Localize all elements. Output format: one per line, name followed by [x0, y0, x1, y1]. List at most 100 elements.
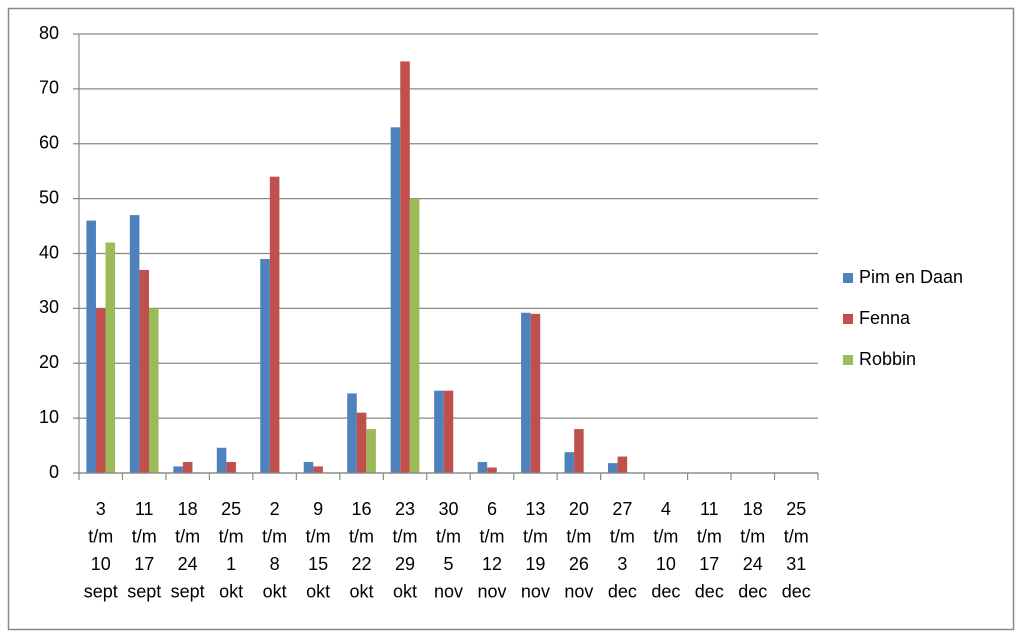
x-tick-label: dec — [608, 581, 637, 601]
x-tick-label: 18 — [743, 499, 763, 519]
bar — [608, 463, 618, 473]
y-tick-label: 40 — [39, 242, 59, 262]
x-tick-label: 3 — [96, 499, 106, 519]
bar — [574, 429, 584, 473]
x-tick-label: nov — [477, 581, 506, 601]
x-tick-label: dec — [738, 581, 767, 601]
x-tick-label: 4 — [661, 499, 671, 519]
x-tick-label: 10 — [656, 554, 676, 574]
x-tick-label: dec — [782, 581, 811, 601]
x-tick-label: okt — [306, 581, 330, 601]
x-tick-label: 3 — [617, 554, 627, 574]
x-tick-label: t/m — [653, 526, 678, 546]
x-tick-label: 19 — [525, 554, 545, 574]
x-tick-label: 8 — [270, 554, 280, 574]
x-tick-label: 13 — [525, 499, 545, 519]
x-tick-label: okt — [393, 581, 417, 601]
bar — [105, 242, 116, 473]
x-tick-label: 9 — [313, 499, 323, 519]
x-tick-label: 17 — [699, 554, 719, 574]
bar — [182, 462, 193, 473]
x-tick-label: dec — [695, 581, 724, 601]
y-tick-label: 50 — [39, 187, 59, 207]
bar — [303, 462, 314, 473]
bar — [148, 308, 159, 473]
x-tick-label: okt — [219, 581, 243, 601]
x-tick-label: 11 — [700, 499, 719, 519]
x-tick-label: 25 — [221, 499, 241, 519]
bar — [269, 176, 280, 474]
bar — [434, 390, 444, 473]
bar — [487, 467, 497, 473]
x-tick-label: 17 — [134, 554, 154, 574]
x-tick-label: 10 — [91, 554, 111, 574]
x-tick-label: t/m — [393, 526, 418, 546]
bar — [366, 429, 376, 473]
bar — [129, 215, 140, 473]
legend-swatch — [843, 355, 853, 365]
y-tick-label: 20 — [39, 352, 59, 372]
x-tick-label: sept — [127, 581, 161, 601]
bar — [347, 393, 357, 473]
bar — [260, 258, 270, 473]
x-tick-label: t/m — [740, 526, 765, 546]
x-tick-label: 25 — [786, 499, 806, 519]
bar — [521, 312, 531, 473]
bar — [564, 452, 575, 473]
x-tick-label: t/m — [610, 526, 635, 546]
legend-label: Pim en Daan — [859, 267, 963, 287]
bar — [139, 269, 149, 473]
x-tick-label: nov — [521, 581, 550, 601]
x-tick-label: 6 — [487, 499, 497, 519]
x-tick-label: 26 — [569, 554, 589, 574]
x-tick-label: 27 — [612, 499, 632, 519]
x-tick-label: sept — [84, 581, 118, 601]
x-tick-label: t/m — [349, 526, 374, 546]
x-tick-label: dec — [651, 581, 680, 601]
legend-swatch — [843, 314, 853, 324]
bar — [530, 313, 541, 473]
bar — [400, 61, 410, 473]
x-tick-label: t/m — [175, 526, 200, 546]
bar — [173, 466, 183, 473]
x-tick-label: sept — [171, 581, 205, 601]
x-tick-label: 23 — [395, 499, 415, 519]
bar — [617, 456, 628, 473]
x-tick-label: t/m — [306, 526, 331, 546]
y-tick-label: 70 — [39, 78, 59, 98]
bar — [216, 447, 227, 473]
x-tick-label: 18 — [178, 499, 198, 519]
x-tick-label: t/m — [262, 526, 287, 546]
bar — [313, 466, 323, 473]
x-tick-label: t/m — [436, 526, 461, 546]
legend-label: Robbin — [859, 349, 916, 369]
x-tick-label: okt — [350, 581, 374, 601]
bar — [477, 462, 488, 473]
x-tick-label: t/m — [479, 526, 504, 546]
x-tick-label: t/m — [523, 526, 548, 546]
x-tick-label: 2 — [270, 499, 280, 519]
x-tick-label: 11 — [135, 499, 154, 519]
x-tick-label: t/m — [566, 526, 591, 546]
x-tick-label: 15 — [308, 554, 328, 574]
bar — [390, 127, 401, 473]
x-tick-label: nov — [434, 581, 463, 601]
x-tick-label: 31 — [786, 554, 806, 574]
legend-label: Fenna — [859, 308, 911, 328]
legend-swatch — [843, 273, 853, 283]
x-tick-label: nov — [564, 581, 593, 601]
x-tick-label: t/m — [219, 526, 244, 546]
x-tick-label: 22 — [352, 554, 372, 574]
bar — [443, 390, 454, 473]
x-tick-label: 5 — [443, 554, 453, 574]
x-tick-label: 12 — [482, 554, 502, 574]
x-tick-label: 1 — [226, 554, 236, 574]
y-tick-label: 60 — [39, 133, 59, 153]
x-tick-label: 24 — [178, 554, 198, 574]
x-tick-label: t/m — [697, 526, 722, 546]
y-tick-label: 30 — [39, 297, 59, 317]
y-tick-label: 10 — [39, 407, 59, 427]
x-tick-label: 16 — [352, 499, 372, 519]
x-tick-label: okt — [263, 581, 287, 601]
bar — [86, 220, 96, 473]
